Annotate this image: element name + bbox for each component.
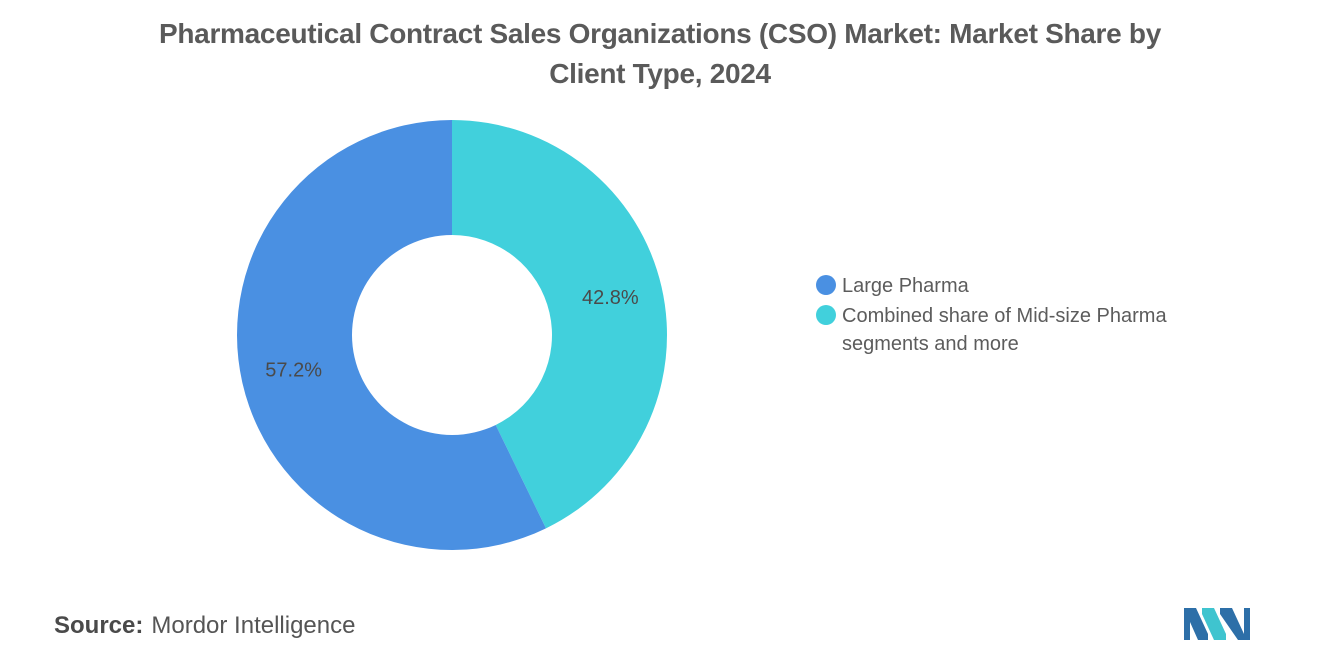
chart-title-line-2: Client Type, 2024 xyxy=(549,58,771,89)
donut-slice-label-1: 57.2% xyxy=(265,360,322,382)
chart-legend: Large Pharma Combined share of Mid-size … xyxy=(816,272,1236,360)
legend-label-large-pharma: Large Pharma xyxy=(842,275,969,297)
chart-title: Pharmaceutical Contract Sales Organizati… xyxy=(0,14,1320,94)
donut-slice-0[interactable] xyxy=(452,120,667,529)
chart-title-line-1: Pharmaceutical Contract Sales Organizati… xyxy=(159,18,1161,49)
legend-swatch-mid-size-pharma xyxy=(816,305,836,325)
donut-slice-label-0: 42.8% xyxy=(582,287,639,309)
donut-slice-1[interactable] xyxy=(237,120,546,550)
legend-item-mid-size-pharma[interactable]: Combined share of Mid-size Pharma segmen… xyxy=(816,302,1236,358)
source-value: Mordor Intelligence xyxy=(151,612,356,639)
legend-label-mid-size-pharma: Combined share of Mid-size Pharma segmen… xyxy=(842,305,1167,355)
source-key: Source: xyxy=(54,612,144,639)
legend-swatch-large-pharma xyxy=(816,275,836,295)
legend-item-large-pharma[interactable]: Large Pharma xyxy=(816,272,1236,300)
mordor-intelligence-logo-icon xyxy=(1184,608,1250,640)
source-note: Source: Mordor Intelligence xyxy=(54,612,355,640)
